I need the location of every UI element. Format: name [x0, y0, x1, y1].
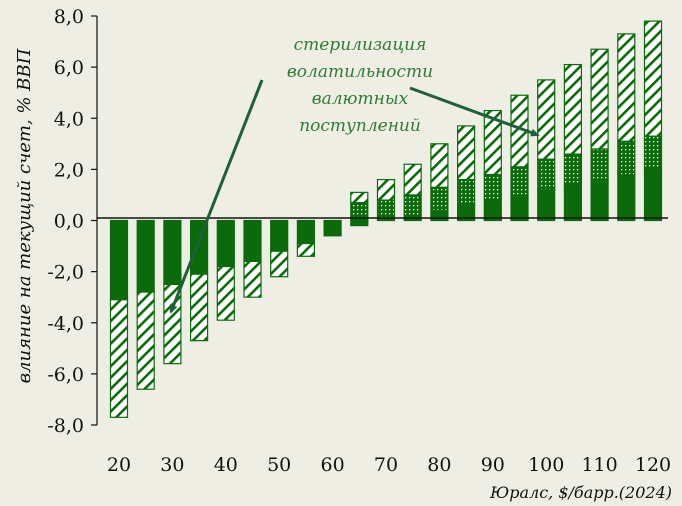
bar-segment-solid	[350, 219, 369, 227]
annotation-line-1: стерилизация	[294, 35, 427, 55]
bar-segment-solid	[590, 179, 609, 222]
bar-segment-hatched	[430, 143, 449, 188]
bar-segment-solid	[510, 194, 529, 222]
y-tick-label: 0,0	[54, 211, 84, 233]
bar-segment-solid	[323, 219, 342, 237]
annotation-arrow-right	[409, 86, 540, 137]
bar-segment-solid	[270, 219, 289, 252]
x-tick-label: 100	[528, 454, 564, 476]
bar-segment-dotted	[510, 166, 529, 196]
bar-segment-dotted	[563, 153, 583, 186]
x-tick-label: 110	[581, 454, 617, 476]
x-tick-label: 120	[635, 454, 671, 476]
x-tick-label: 30	[160, 454, 184, 476]
bar-segment-solid	[563, 184, 583, 222]
bar-segment-dotted	[590, 148, 609, 181]
bar-segment-dotted	[457, 179, 476, 206]
bar-segment-dotted	[403, 194, 422, 216]
annotation: стерилизация волатильности валютных пост…	[169, 35, 540, 314]
y-tick-label: 4,0	[54, 108, 84, 130]
bar-segment-solid	[537, 189, 556, 222]
bar-segment-hatched	[270, 250, 289, 278]
bar-segment-solid	[643, 168, 663, 222]
bar-segment-hatched	[190, 273, 209, 342]
y-tick-label: -4,0	[47, 313, 84, 335]
bar-segment-hatched	[296, 242, 315, 257]
bar-segment-hatched	[643, 20, 663, 137]
bar-segment-solid	[296, 219, 315, 245]
x-tick-label: 20	[107, 454, 131, 476]
bar-segment-hatched	[590, 48, 609, 150]
bar-segment-solid	[216, 219, 235, 268]
bar-segment-solid	[617, 173, 636, 222]
bar-segment-dotted	[643, 135, 663, 170]
bar-segment-hatched	[563, 63, 583, 155]
y-tick-label: 8,0	[54, 6, 84, 28]
x-tick-label: 70	[374, 454, 398, 476]
bar-segment-dotted	[617, 140, 636, 176]
bar-segment-dotted	[483, 173, 502, 201]
y-tick-label: 2,0	[54, 159, 84, 181]
x-tick-label: 90	[481, 454, 505, 476]
bar-segment-solid	[243, 219, 262, 263]
x-tick-label: 50	[267, 454, 291, 476]
annotation-line-4: поступлений	[299, 116, 421, 136]
bar-segment-hatched	[483, 109, 502, 176]
x-tick-label: 80	[427, 454, 451, 476]
bar-segment-hatched	[537, 79, 556, 160]
bar-segment-hatched	[376, 179, 396, 201]
y-tick-label: -6,0	[47, 364, 84, 386]
bar-segment-solid	[136, 219, 155, 293]
bars	[109, 20, 663, 418]
bar-segment-hatched	[403, 163, 422, 196]
annotation-line-2: волатильности	[287, 62, 433, 82]
bar-segment-hatched	[243, 260, 262, 298]
bar-segment-hatched	[457, 125, 476, 181]
x-tick-label: 40	[214, 454, 238, 476]
y-tick-label: -8,0	[47, 415, 84, 437]
annotation-arrow-left	[169, 79, 264, 314]
annotation-line-3: валютных	[312, 89, 409, 109]
bar-segment-hatched	[136, 291, 155, 390]
bar-segment-hatched	[109, 299, 129, 418]
bar-segment-hatched	[216, 265, 235, 321]
bar-segment-dotted	[537, 158, 556, 191]
bar-segment-hatched	[617, 33, 636, 142]
bar-segment-hatched	[350, 191, 369, 204]
y-ticks: 8,0 6,0 4,0 2,0 0,0 -2,0 -4,0 -6,0 -8,0	[47, 6, 97, 437]
bar-segment-dotted	[430, 186, 449, 211]
bar-segment-solid	[163, 219, 182, 286]
bar-segment-solid	[109, 219, 129, 301]
x-axis-label: Юралс, $/барр.(2024)	[489, 483, 672, 502]
x-ticks: 20 30 40 50 60 70 80 90 100 110 120	[107, 454, 671, 476]
y-tick-label: -2,0	[47, 262, 84, 284]
y-tick-label: 6,0	[54, 57, 84, 79]
y-axis-label: влияние на текущий счет, % ВВП	[14, 48, 35, 383]
x-tick-label: 60	[321, 454, 345, 476]
bar-segment-solid	[430, 209, 449, 222]
